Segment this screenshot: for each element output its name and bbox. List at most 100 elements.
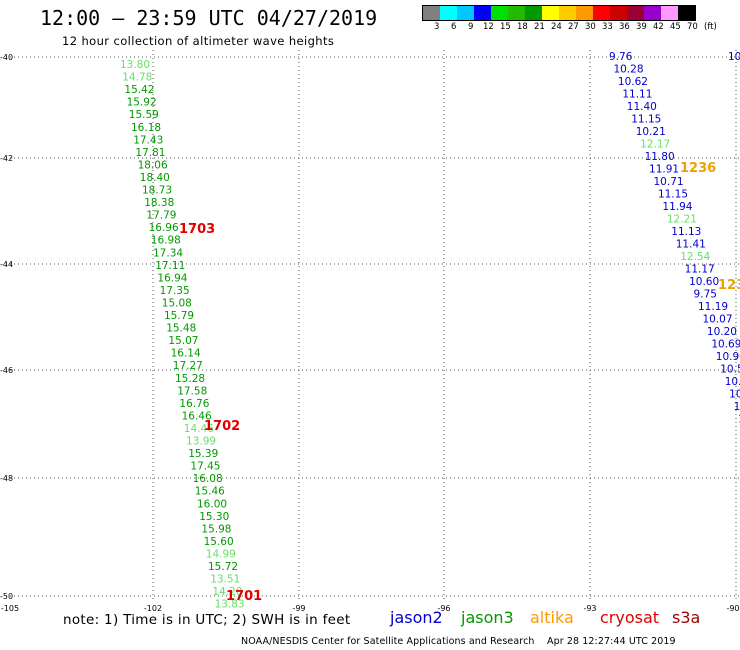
pass-time-label: 123 xyxy=(718,278,740,293)
wave-height-label: 16.18 xyxy=(131,122,161,134)
wave-height-label: 10.5 xyxy=(729,389,740,401)
scale-label: 18 xyxy=(517,22,528,32)
scale-swatch xyxy=(423,6,440,20)
lat-tick-label: -48 xyxy=(0,474,13,483)
lat-tick-label: -50 xyxy=(0,592,13,601)
scale-label: 30 xyxy=(585,22,596,32)
satellite-legend-s3a: s3a xyxy=(672,608,701,627)
scale-swatch xyxy=(678,6,695,20)
scale-label: 33 xyxy=(602,22,613,32)
lon-tick-label: -90 xyxy=(726,604,739,613)
wave-height-label: 15.08 xyxy=(162,297,192,309)
wave-height-label: 14.99 xyxy=(206,548,236,560)
footer-note: note: 1) Time is in UTC; 2) SWH is in fe… xyxy=(63,612,351,628)
satellite-legend-jason3: jason3 xyxy=(461,608,514,627)
satellite-legend-cryosat: cryosat xyxy=(600,608,660,627)
wave-height-label: 13.83 xyxy=(215,599,245,611)
scale-label: 15 xyxy=(500,22,511,32)
wave-height-label: 11.94 xyxy=(662,201,692,213)
lon-tick-label: -93 xyxy=(583,604,596,613)
scale-label: 12 xyxy=(483,22,494,32)
wave-height-label: 14.46 xyxy=(184,423,214,435)
wave-height-label: 10. xyxy=(734,401,740,413)
scale-label: 6 xyxy=(451,22,457,32)
lon-tick-label: -96 xyxy=(437,604,450,613)
scale-swatch xyxy=(525,6,542,20)
wave-height-label: 15.39 xyxy=(188,448,218,460)
wave-height-label: 15.72 xyxy=(208,561,238,573)
wave-height-label: 10.60 xyxy=(689,276,719,288)
wave-height-label: 13.51 xyxy=(210,574,240,586)
scale-unit: (ft) xyxy=(704,22,717,32)
pass-time-label: 1702 xyxy=(204,419,240,434)
lon-tick-label: -102 xyxy=(144,604,162,613)
wave-height-label: 10.71 xyxy=(654,176,684,188)
wave-height-label: 13.99 xyxy=(186,436,216,448)
wave-height-label: 13.80 xyxy=(120,59,150,71)
wave-height-label: 12.54 xyxy=(680,251,710,263)
wave-height-label: 18.40 xyxy=(140,172,170,184)
wave-height-label: 17.35 xyxy=(160,285,190,297)
scale-swatch xyxy=(457,6,474,20)
scale-swatch xyxy=(491,6,508,20)
wave-height-label: 16.00 xyxy=(197,498,227,510)
wave-height-label: 15.42 xyxy=(124,84,154,96)
wave-height-label: 11.17 xyxy=(685,264,715,276)
scale-label: 27 xyxy=(568,22,579,32)
wave-height-label: 14.78 xyxy=(122,72,152,84)
wave-height-label: 18.06 xyxy=(138,159,168,171)
wave-height-label: 15.98 xyxy=(201,523,231,535)
wave-height-label: 11.91 xyxy=(649,164,679,176)
wave-height-label: 15.59 xyxy=(129,109,159,121)
lat-tick-label: -44 xyxy=(0,260,13,269)
wave-height-label: 12.21 xyxy=(667,214,697,226)
wave-height-label: 17.27 xyxy=(173,360,203,372)
lat-tick-label: -42 xyxy=(0,154,13,163)
wave-height-label: 16.08 xyxy=(193,473,223,485)
lon-tick-label: -99 xyxy=(292,604,305,613)
scale-label: 45 xyxy=(670,22,681,32)
wave-height-label: 17.79 xyxy=(146,210,176,222)
scale-label: 39 xyxy=(636,22,647,32)
credit-line: NOAA/NESDIS Center for Satellite Applica… xyxy=(241,636,676,647)
wave-height-label: 15.60 xyxy=(204,536,234,548)
wave-height-label: 10.21 xyxy=(636,126,666,138)
wave-height-label: 10.62 xyxy=(618,76,648,88)
wave-height-label: 15.79 xyxy=(164,310,194,322)
wave-height-label: 15.07 xyxy=(168,335,198,347)
wave-height-label: 9.75 xyxy=(694,289,717,301)
wave-height-label: 15.28 xyxy=(175,373,205,385)
wave-height-label: 15.48 xyxy=(166,323,196,335)
wave-height-label: 16.98 xyxy=(151,235,181,247)
wave-height-label: 16.46 xyxy=(182,410,212,422)
lat-tick-label: -40 xyxy=(0,53,13,62)
scale-label: 3 xyxy=(434,22,440,32)
satellite-legend-jason2: jason2 xyxy=(390,608,443,627)
page-title: 12:00 – 23:59 UTC 04/27/2019 xyxy=(40,6,378,30)
wave-height-label: 16.76 xyxy=(179,398,209,410)
wave-height-label: 17.34 xyxy=(153,247,183,259)
scale-swatch xyxy=(440,6,457,20)
page-subtitle: 12 hour collection of altimeter wave hei… xyxy=(62,34,335,48)
pass-time-label: 1236 xyxy=(680,161,716,176)
wave-height-label: 10.90 xyxy=(716,351,740,363)
wave-height-label: 11.19 xyxy=(698,301,728,313)
wave-height-label: 11.80 xyxy=(645,151,675,163)
wave-height-label: 9.76 xyxy=(609,51,633,63)
pass-time-label: 1703 xyxy=(179,222,215,237)
scale-label: 42 xyxy=(653,22,664,32)
wave-height-label: 18.73 xyxy=(142,185,172,197)
scale-label: 36 xyxy=(619,22,630,32)
color-scale xyxy=(422,5,696,21)
wave-height-label: 12.17 xyxy=(640,139,670,151)
wave-height-label: 11.41 xyxy=(676,239,706,251)
wave-height-label: 10.07 xyxy=(702,314,732,326)
scale-label: 70 xyxy=(687,22,698,32)
satellite-legend-altika: altika xyxy=(530,608,574,627)
wave-height-label: 11.11 xyxy=(622,89,652,101)
scale-label: 9 xyxy=(468,22,474,32)
wave-height-label: 17.11 xyxy=(155,260,185,272)
wave-height-label: 17.43 xyxy=(133,134,163,146)
wave-height-label: 10 xyxy=(728,51,740,63)
